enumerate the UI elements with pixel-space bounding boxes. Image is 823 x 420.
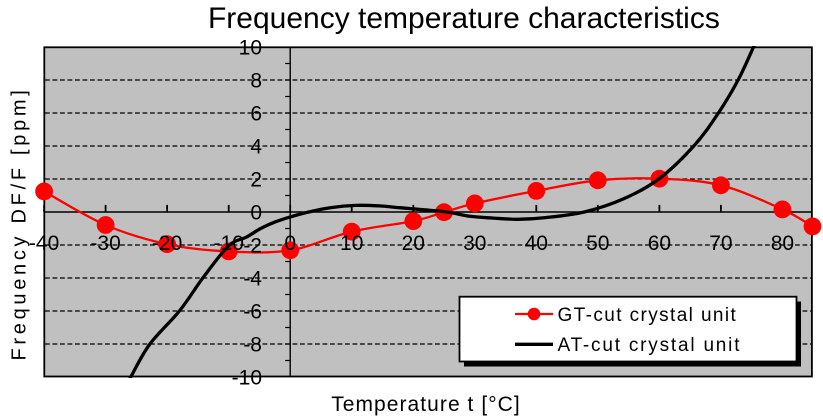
svg-text:-6: -6 [243, 301, 262, 324]
svg-text:GT-cut crystal unit: GT-cut crystal unit [558, 305, 738, 326]
svg-text:10: 10 [239, 37, 262, 60]
svg-text:Frequency temperature characte: Frequency temperature characteristics [208, 2, 720, 35]
svg-text:Temperature t [°C]: Temperature t [°C] [331, 393, 521, 416]
svg-text:-40: -40 [29, 232, 59, 255]
svg-text:-10: -10 [232, 367, 262, 390]
svg-text:50: 50 [586, 232, 609, 255]
svg-text:0: 0 [284, 232, 296, 255]
svg-text:0: 0 [250, 202, 262, 225]
svg-text:6: 6 [250, 103, 262, 126]
svg-text:80: 80 [771, 232, 794, 255]
svg-text:60: 60 [648, 232, 671, 255]
svg-text:2: 2 [250, 169, 262, 192]
svg-text:-20: -20 [152, 232, 182, 255]
svg-text:Frequency DF/F [ppm]: Frequency DF/F [ppm] [9, 86, 31, 360]
svg-text:-4: -4 [243, 268, 262, 291]
svg-text:AT-cut crystal unit: AT-cut crystal unit [558, 335, 742, 356]
svg-text:10: 10 [340, 232, 363, 255]
svg-text:30: 30 [463, 232, 486, 255]
svg-text:-30: -30 [90, 232, 120, 255]
svg-text:8: 8 [250, 70, 262, 93]
svg-text:40: 40 [525, 232, 548, 255]
svg-text:-8: -8 [243, 334, 262, 357]
svg-text:-10: -10 [214, 232, 244, 255]
svg-text:-2: -2 [243, 235, 262, 258]
svg-text:20: 20 [402, 232, 425, 255]
svg-text:4: 4 [250, 136, 262, 159]
svg-text:70: 70 [709, 232, 732, 255]
